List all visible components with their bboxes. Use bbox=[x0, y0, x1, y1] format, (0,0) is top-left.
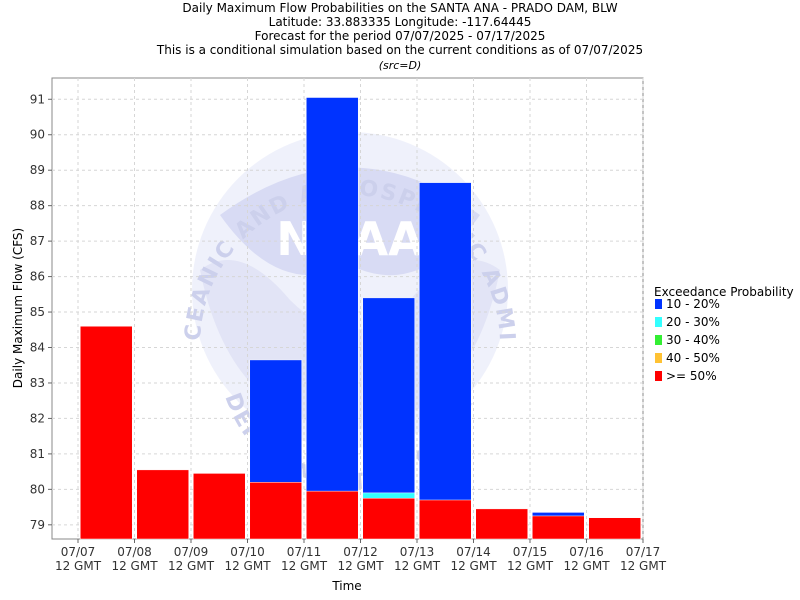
chart-title-line-1: Daily Maximum Flow Probabilities on the … bbox=[182, 1, 617, 15]
y-tick-label: 86 bbox=[30, 270, 45, 284]
y-tick-label: 88 bbox=[30, 199, 45, 213]
legend-entry-label: 20 - 30% bbox=[666, 315, 720, 329]
x-tick-sublabel: 12 GMT bbox=[620, 559, 667, 573]
y-tick-label: 89 bbox=[30, 163, 45, 177]
x-tick-label: 07/12 bbox=[343, 545, 378, 559]
legend-entry-label: >= 50% bbox=[666, 369, 717, 383]
bar-07-13-50 bbox=[419, 499, 472, 540]
chart-title: Daily Maximum Flow Probabilities on the … bbox=[156, 1, 643, 72]
x-tick-sublabel: 12 GMT bbox=[337, 559, 384, 573]
bar-07-15-50 bbox=[532, 515, 585, 540]
x-tick-sublabel: 12 GMT bbox=[450, 559, 497, 573]
x-tick-sublabel: 12 GMT bbox=[111, 559, 158, 573]
bar-07-11-10-20 bbox=[306, 97, 359, 540]
legend-swatch bbox=[655, 317, 662, 327]
x-tick-sublabel: 12 GMT bbox=[507, 559, 554, 573]
chart-title-line-3: Forecast for the period 07/07/2025 - 07/… bbox=[255, 29, 546, 43]
x-tick-label: 07/07 bbox=[61, 545, 96, 559]
x-tick-sublabel: 12 GMT bbox=[168, 559, 215, 573]
x-tick-sublabel: 12 GMT bbox=[281, 559, 328, 573]
x-tick-sublabel: 12 GMT bbox=[55, 559, 102, 573]
x-tick-sublabel: 12 GMT bbox=[224, 559, 271, 573]
x-tick-sublabel: 12 GMT bbox=[394, 559, 441, 573]
y-tick-label: 90 bbox=[30, 128, 45, 142]
y-tick-label: 84 bbox=[30, 341, 45, 355]
x-tick-label: 07/13 bbox=[400, 545, 435, 559]
x-tick-label: 07/10 bbox=[230, 545, 265, 559]
legend-swatch bbox=[655, 371, 662, 381]
bar-07-16-50 bbox=[588, 517, 641, 540]
legend-swatch bbox=[655, 353, 662, 363]
legend-entry-label: 10 - 20% bbox=[666, 297, 720, 311]
chart-subtitle: (src=D) bbox=[379, 59, 422, 72]
y-tick-label: 85 bbox=[30, 305, 45, 319]
legend-entry-label: 40 - 50% bbox=[666, 351, 720, 365]
bar-07-09-50 bbox=[193, 473, 246, 540]
y-tick-label: 91 bbox=[30, 92, 45, 106]
y-tick-label: 81 bbox=[30, 447, 45, 461]
x-tick-label: 07/11 bbox=[287, 545, 322, 559]
y-tick-label: 79 bbox=[30, 518, 45, 532]
y-axis-label: Daily Maximum Flow (CFS) bbox=[11, 228, 25, 388]
legend-swatch bbox=[655, 299, 662, 309]
legend-title: Exceedance Probability bbox=[654, 285, 794, 299]
y-tick-label: 80 bbox=[30, 482, 45, 496]
x-tick-sublabel: 12 GMT bbox=[563, 559, 610, 573]
x-tick-label: 07/14 bbox=[456, 545, 491, 559]
bar-07-13-10-20 bbox=[419, 182, 472, 540]
bar-07-10-50 bbox=[249, 482, 302, 540]
legend-swatch bbox=[655, 335, 662, 345]
bar-07-14-50 bbox=[475, 508, 528, 540]
x-tick-label: 07/17 bbox=[626, 545, 661, 559]
bars bbox=[80, 97, 641, 540]
x-tick-label: 07/16 bbox=[569, 545, 604, 559]
legend-entry-label: 30 - 40% bbox=[666, 333, 720, 347]
y-tick-label: 82 bbox=[30, 411, 45, 425]
x-tick-label: 07/08 bbox=[117, 545, 152, 559]
bar-07-08-50 bbox=[136, 469, 189, 540]
y-axis: 79 80 81 82 83 84 85 86 87 88 89 90 91 bbox=[30, 92, 52, 532]
x-axis-label: Time bbox=[331, 579, 361, 593]
y-tick-label: 87 bbox=[30, 234, 45, 248]
y-tick-label: 83 bbox=[30, 376, 45, 390]
chart-title-line-2: Latitude: 33.883335 Longitude: -117.6444… bbox=[269, 15, 532, 29]
chart-title-line-4: This is a conditional simulation based o… bbox=[156, 43, 643, 57]
x-tick-label: 07/15 bbox=[513, 545, 548, 559]
x-tick-label: 07/09 bbox=[174, 545, 209, 559]
legend: Exceedance Probability 10 - 20% 20 - 30% 3… bbox=[654, 285, 794, 383]
bar-07-12-50 bbox=[362, 497, 415, 540]
bar-07-11-50 bbox=[306, 490, 359, 540]
bar-07-07-50 bbox=[80, 325, 133, 540]
